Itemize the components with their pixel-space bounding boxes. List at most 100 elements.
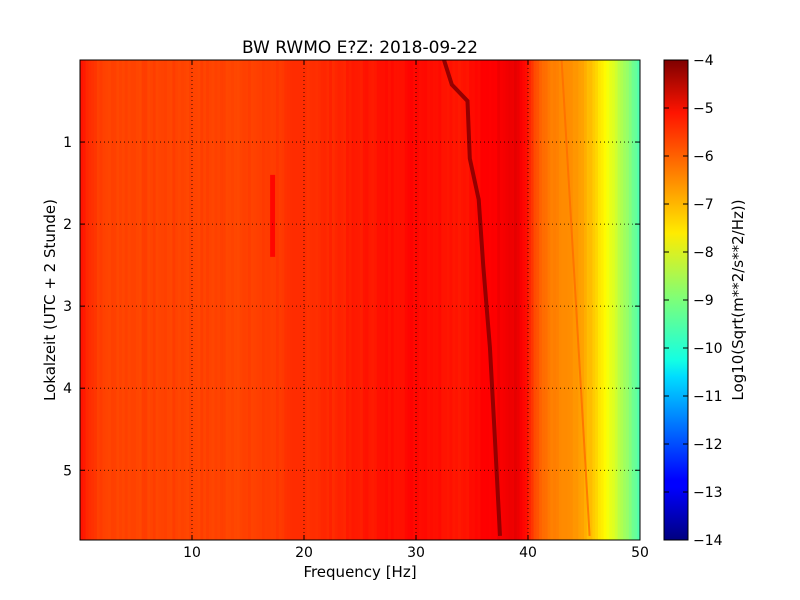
heatmap-column: [508, 60, 512, 540]
y-axis: 1 2 3 4 5: [63, 135, 640, 479]
heatmap-column: [592, 60, 596, 540]
heatmap-column: [80, 60, 84, 540]
heatmap-column: [416, 60, 420, 540]
heatmap-column: [91, 60, 95, 540]
heatmap-column: [407, 60, 411, 540]
heatmap-column: [441, 60, 445, 540]
heatmap-column: [488, 60, 493, 540]
heatmap-column: [138, 60, 143, 540]
heatmap-column: [312, 60, 316, 540]
heatmap-column: [536, 60, 540, 540]
heatmap-column: [217, 60, 221, 540]
colorbar-tick-label: −6: [693, 149, 714, 165]
heatmap-column: [194, 60, 199, 540]
heatmap-column: [388, 60, 392, 540]
heatmap-column: [152, 60, 157, 540]
heatmap-column: [287, 60, 291, 540]
heatmap-column: [357, 60, 361, 540]
heatmap-column: [248, 60, 252, 540]
heatmap-column: [332, 60, 336, 540]
heatmap-column: [301, 60, 305, 540]
y-tick-label: 4: [63, 381, 72, 397]
colorbar-tick-label: −5: [693, 101, 714, 117]
heatmap-column: [516, 60, 521, 540]
heatmap-column: [276, 60, 280, 540]
heatmap-column: [413, 60, 417, 540]
heatmap-column: [122, 60, 126, 540]
heatmap-column: [192, 60, 196, 540]
heatmap-column: [595, 60, 599, 540]
heatmap-column: [295, 60, 299, 540]
heatmap-column: [525, 60, 529, 540]
heatmap-column: [82, 60, 87, 540]
heatmap-column: [278, 60, 283, 540]
heatmap-column: [222, 60, 227, 540]
heatmap-column: [472, 60, 476, 540]
heatmap-column: [390, 60, 395, 540]
heatmap-column: [124, 60, 129, 540]
heatmap-column: [178, 60, 182, 540]
heatmap-column: [239, 60, 243, 540]
plot-area: [80, 60, 640, 540]
heatmap-column: [116, 60, 120, 540]
colorbar-tick-label: −14: [693, 533, 723, 549]
heatmap-column: [206, 60, 210, 540]
heatmap-column: [396, 60, 400, 540]
heatmap-column: [340, 60, 344, 540]
heatmap-column: [424, 60, 428, 540]
heatmap-column: [477, 60, 481, 540]
heatmap-column: [547, 60, 551, 540]
heatmap-column: [491, 60, 495, 540]
heatmap-column: [155, 60, 159, 540]
heatmap-column: [603, 60, 607, 540]
heatmap-column: [418, 60, 423, 540]
colorbar-tick-label: −8: [693, 245, 714, 261]
heatmap-column: [175, 60, 179, 540]
colorbar-tick-label: −11: [693, 389, 723, 405]
x-tick-label: 10: [183, 545, 201, 561]
heatmap-column: [371, 60, 375, 540]
heatmap-column: [385, 60, 389, 540]
heatmap-column: [374, 60, 378, 540]
heatmap-column: [264, 60, 269, 540]
heatmap-column: [250, 60, 255, 540]
heatmap-column: [334, 60, 339, 540]
heatmap-column: [558, 60, 563, 540]
heatmap-column: [474, 60, 479, 540]
heatmap-column: [161, 60, 165, 540]
colorbar-tick-label: −10: [693, 341, 723, 357]
heatmap-column: [183, 60, 187, 540]
heatmap-column: [262, 60, 266, 540]
heatmap-column: [634, 60, 638, 540]
grid: [80, 60, 640, 540]
heatmap-column: [542, 60, 546, 540]
heatmap-column: [402, 60, 406, 540]
x-tick-label: 30: [407, 545, 425, 561]
heatmap-column: [315, 60, 319, 540]
colorbar-tick-label: −7: [693, 197, 714, 213]
heatmap-column: [528, 60, 532, 540]
heatmap-column: [320, 60, 325, 540]
heatmap-column: [458, 60, 462, 540]
heatmap-column: [96, 60, 101, 540]
heatmap-column: [368, 60, 372, 540]
y-tick-label: 3: [63, 299, 72, 315]
x-axis-label: Frequency [Hz]: [303, 563, 416, 581]
heatmap-column: [180, 60, 185, 540]
heatmap-column: [460, 60, 465, 540]
y-tick-label: 2: [63, 217, 72, 233]
heatmap-column: [267, 60, 271, 540]
heatmap-column: [102, 60, 106, 540]
heatmap-column: [598, 60, 602, 540]
heatmap-column: [304, 60, 308, 540]
heatmap-column: [376, 60, 381, 540]
heatmap-column: [522, 60, 526, 540]
plot-frame: [79, 59, 641, 541]
heatmap-column: [623, 60, 627, 540]
heatmap-column: [110, 60, 115, 540]
heatmap-column: [273, 60, 277, 540]
heatmap-column: [628, 60, 633, 540]
heatmap-column: [186, 60, 190, 540]
heatmap-column: [343, 60, 347, 540]
heatmap-column: [189, 60, 193, 540]
